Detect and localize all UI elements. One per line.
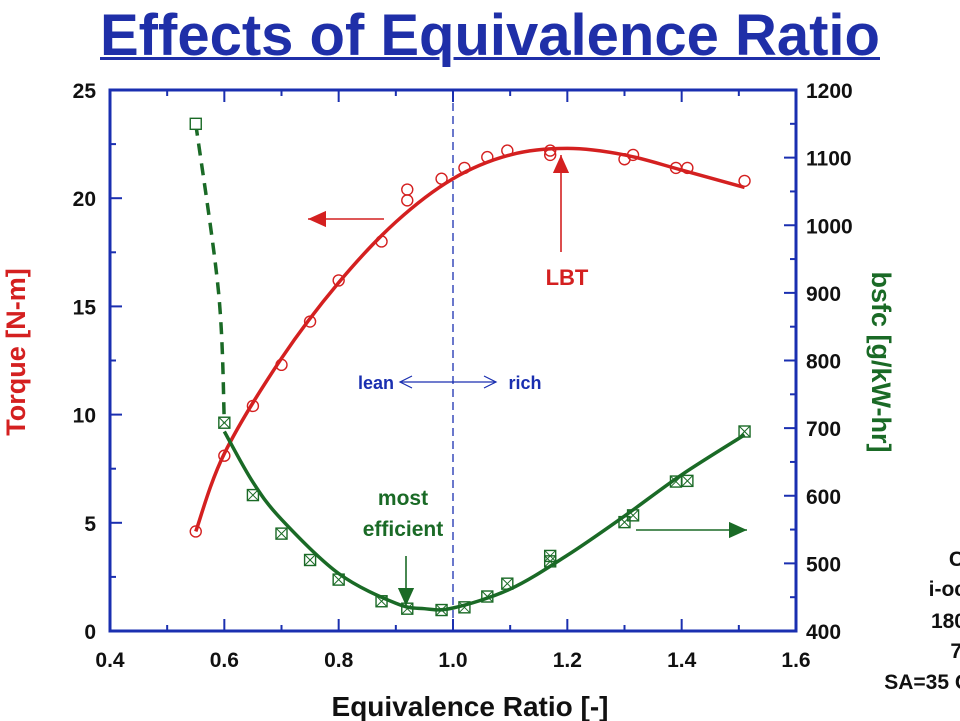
side-note-0: C (948, 548, 960, 571)
bsfc-point (681, 474, 694, 488)
lbt-arrow-head (552, 155, 570, 173)
torque-point (275, 358, 288, 372)
bsfc-point-cross (435, 604, 448, 616)
most-label: most (378, 487, 428, 510)
y-right-tick-label: 500 (806, 553, 841, 576)
rich-label: rich (508, 373, 541, 393)
torque-point (626, 148, 640, 162)
side-note-4: SA=35 C (884, 671, 960, 694)
torque-point (303, 315, 317, 328)
bsfc-point (618, 515, 631, 529)
y-right-tick-label: 900 (806, 283, 841, 306)
side-note-2: 180 (930, 610, 960, 633)
x-tick-label: 1.6 (781, 649, 810, 672)
page-title: Effects of Equivalence Ratio (100, 3, 880, 68)
lean-arrow-head (398, 375, 413, 389)
bsfc-point-cross (247, 489, 259, 501)
y-right-tick-label: 800 (806, 351, 841, 374)
torque-point (375, 235, 388, 248)
bsfc-fit-line (222, 430, 746, 612)
torque-point (738, 174, 751, 188)
y-right-tick-label: 1000 (806, 215, 853, 238)
torque-point (401, 194, 414, 207)
most-efficient-arrow-head (397, 588, 415, 606)
y-right-tick-label: 1100 (806, 148, 852, 171)
side-note-3: 7 (950, 640, 960, 663)
bsfc-point (626, 509, 640, 522)
torque-point (401, 183, 414, 196)
y-right-tick-label: 400 (806, 621, 841, 644)
y-left-tick-label: 25 (73, 80, 97, 103)
torque-point (681, 161, 694, 175)
bsfc-point-cross (681, 475, 694, 487)
bsfc-point (246, 488, 260, 502)
bsfc-point-cross (304, 554, 316, 566)
bsfc-point (481, 590, 494, 603)
torque-fit-line (194, 146, 746, 533)
side-note-1: i-oc (928, 578, 960, 601)
bsfc-point (375, 595, 388, 608)
torque-point (218, 449, 231, 462)
bsfc-point (218, 416, 231, 429)
x-tick-label: 0.8 (324, 649, 354, 672)
bsfc-point (435, 603, 448, 617)
y-axis-right-label: bsfc [g/kW-hr] (866, 272, 896, 453)
bsfc-point-cross (738, 425, 751, 438)
bsfc-point-cross (501, 577, 514, 590)
bsfc-point (189, 117, 202, 131)
rich-arrow-head (483, 375, 498, 389)
bsfc-point-cross (458, 601, 471, 614)
y-left-tick-label: 15 (73, 296, 97, 319)
x-tick-label: 1.2 (553, 649, 582, 672)
bsfc-dashed-line (194, 123, 227, 423)
torque-axis-arrow-head (308, 210, 326, 228)
y-right-tick-label: 700 (806, 418, 841, 441)
y-left-tick-label: 5 (84, 513, 96, 536)
bsfc-point-cross (218, 416, 231, 429)
bsfc-point (275, 527, 288, 540)
lbt-label: LBT (546, 265, 589, 290)
torque-point (543, 144, 557, 157)
bsfc-point-cross (275, 527, 288, 540)
bsfc-point-cross (375, 595, 388, 608)
bsfc-point (332, 573, 345, 586)
bsfc-axis-arrow-head (729, 521, 747, 539)
y-left-tick-label: 0 (84, 621, 96, 644)
y-left-tick-label: 10 (73, 405, 96, 428)
x-axis-label: Equivalence Ratio [-] (332, 691, 609, 721)
torque-point (543, 148, 557, 162)
bsfc-point (501, 577, 514, 590)
x-tick-label: 1.0 (438, 649, 467, 672)
efficient-label: efficient (363, 518, 444, 541)
bsfc-point-cross (670, 475, 682, 488)
x-tick-label: 0.6 (210, 649, 239, 672)
bsfc-point (543, 549, 557, 563)
torque-point (458, 161, 471, 175)
bsfc-point-cross (481, 590, 494, 603)
torque-point (246, 399, 260, 413)
y-axis-left-label: Torque [N-m] (1, 268, 31, 435)
torque-point (189, 525, 202, 538)
x-tick-label: 0.4 (95, 649, 125, 672)
y-right-tick-label: 1200 (806, 80, 853, 103)
torque-point (435, 172, 448, 185)
bsfc-point (738, 425, 751, 438)
bsfc-point-cross (332, 573, 345, 586)
y-left-tick-label: 20 (73, 188, 96, 211)
bsfc-point-cross (627, 509, 639, 522)
torque-point (501, 144, 514, 157)
torque-point (481, 150, 494, 164)
lean-label: lean (358, 373, 394, 393)
torque-point (332, 274, 345, 287)
bsfc-point-cross (401, 602, 414, 615)
bsfc-point (303, 553, 317, 567)
y-right-tick-label: 600 (806, 486, 841, 509)
bsfc-point (458, 601, 471, 614)
bsfc-point-cross (544, 550, 557, 562)
x-tick-label: 1.4 (667, 649, 697, 672)
